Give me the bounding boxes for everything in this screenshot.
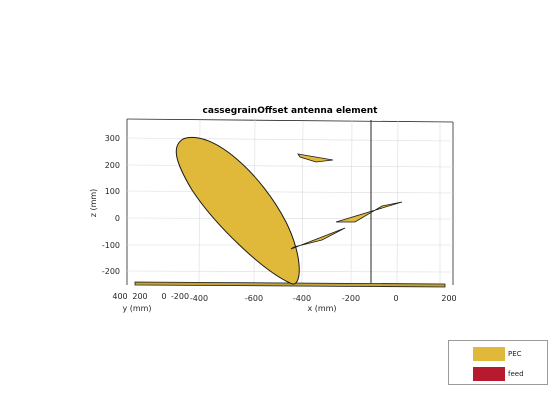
z-axis-ticks: 300 200 100 0 -100 -200: [102, 134, 120, 276]
z-tick-minus100: -100: [102, 241, 120, 250]
feed-swatch: [473, 367, 505, 381]
y-axis-ticks: 400 200 0 -200: [112, 292, 189, 301]
plot-title: cassegrainOffset antenna element: [203, 106, 379, 116]
z-tick-minus200: -200: [102, 267, 120, 276]
z-tick-0: 0: [115, 214, 120, 223]
x-tick-6: 200: [441, 294, 456, 303]
axes-box: [126, 118, 454, 285]
z-tick-100: 100: [105, 187, 120, 196]
ground-plane: [134, 281, 446, 288]
z-tick-300: 300: [105, 134, 120, 143]
legend-item-pec: PEC: [473, 347, 522, 361]
legend-label-feed: feed: [508, 370, 524, 378]
y-tick-400: 400: [112, 292, 127, 301]
legend-item-feed: feed: [473, 367, 524, 381]
legend: PEC feed: [448, 340, 548, 385]
x-tick-4: -200: [342, 294, 360, 303]
main-reflector: [175, 136, 300, 285]
subreflector-right: [335, 201, 403, 223]
x-tick-5: 0: [393, 294, 398, 303]
z-axis-label: z (mm): [89, 189, 98, 218]
subreflector-top: [297, 153, 334, 163]
x-axis-label: x (mm): [307, 304, 336, 313]
x-tick-1: -400: [190, 294, 208, 303]
z-tick-200: 200: [105, 161, 120, 170]
y-axis-label: y (mm): [122, 304, 151, 313]
y-tick-200: 200: [132, 292, 147, 301]
x-axis-ticks: -400 -600 -400 -200 0 200: [190, 294, 457, 303]
legend-label-pec: PEC: [508, 350, 522, 358]
y-tick-minus200: -200: [171, 292, 189, 301]
x-tick-2: -600: [245, 294, 263, 303]
x-tick-3: -400: [293, 294, 311, 303]
pec-swatch: [473, 347, 505, 361]
y-tick-0: 0: [161, 292, 166, 301]
feed-horn-strut: [290, 227, 346, 250]
